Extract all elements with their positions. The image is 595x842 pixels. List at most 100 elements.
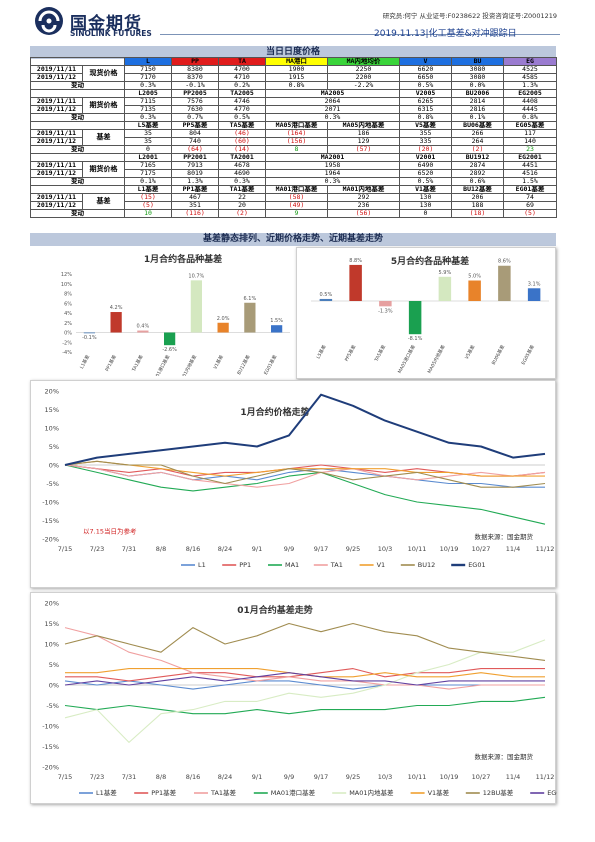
y-tick-label: -2% bbox=[62, 340, 72, 346]
table-change-row: 变动 0.3% 0.7% 0.5% 0.3% 0.8% 0.1% 0.8% bbox=[30, 113, 557, 122]
table-value: 355 bbox=[399, 129, 452, 138]
column-header: MA2001 bbox=[265, 153, 400, 162]
column-header: EG01基差 bbox=[503, 185, 557, 194]
table-value: 35 bbox=[124, 137, 172, 146]
table-value: 6490 bbox=[399, 161, 452, 170]
change-value: 10 bbox=[124, 209, 172, 218]
row-date: 2019/11/12 bbox=[30, 137, 83, 146]
table-value: 7913 bbox=[171, 161, 219, 170]
x-tick-label: 9/25 bbox=[346, 545, 361, 553]
x-tick-label: 10/19 bbox=[440, 545, 459, 553]
data-source-note: 数据来源：国金期货 bbox=[475, 752, 534, 761]
table-value: 4690 bbox=[218, 169, 266, 178]
y-tick-label: 20% bbox=[45, 600, 59, 608]
chart-jan-price-trend: 20% 15% 10% 5% 0% -5% -10% -15% -20%7/15 7/23 7/31… bbox=[42, 388, 554, 570]
y-tick-label: 15% bbox=[45, 406, 59, 414]
table-value: 22 bbox=[218, 193, 266, 202]
table-value: 74 bbox=[503, 193, 557, 202]
chart-annotation: 以7.15当日为参考 bbox=[83, 526, 137, 535]
table-value: 7165 bbox=[124, 161, 172, 170]
change-value: -0.1% bbox=[171, 81, 219, 90]
column-header: BU bbox=[451, 57, 504, 66]
legend-label: PP1 bbox=[239, 561, 251, 569]
row-date: 2019/11/11 bbox=[30, 97, 83, 106]
series-line bbox=[64, 464, 546, 525]
x-tick-label: 9/17 bbox=[314, 773, 329, 781]
table-value: 2200 bbox=[327, 73, 400, 82]
table-value: 7150 bbox=[124, 65, 172, 74]
x-tick-label: 10/11 bbox=[408, 773, 427, 781]
column-header: PP2005 bbox=[171, 89, 219, 98]
y-tick-label: 10% bbox=[61, 282, 72, 288]
table-value: (15) bbox=[124, 193, 172, 202]
column-header: V2005 bbox=[399, 89, 452, 98]
x-tick-label: 9/25 bbox=[346, 773, 361, 781]
x-category-label: V1基差 bbox=[212, 353, 226, 370]
x-tick-label: 11/4 bbox=[506, 545, 521, 553]
table-value: 35 bbox=[124, 129, 172, 138]
table-value: 7115 bbox=[124, 97, 172, 106]
x-category-label: MA05内地基差 bbox=[426, 343, 447, 374]
change-value: 0.5% bbox=[399, 81, 452, 90]
column-header: MA港口 bbox=[265, 57, 328, 66]
table-value: 7170 bbox=[124, 73, 172, 82]
column-header: MA01内地基差 bbox=[327, 185, 400, 194]
page-header: 国金期货 SINOLINK FUTURES 研究员:何宁 从业证号:F02386… bbox=[0, 0, 595, 44]
column-header: V bbox=[399, 57, 452, 66]
x-tick-label: 10/3 bbox=[378, 545, 393, 553]
table-value: 1958 bbox=[265, 161, 400, 170]
table-value: 130 bbox=[399, 201, 452, 210]
table-value: 2064 bbox=[265, 97, 400, 106]
table-value: 8019 bbox=[171, 169, 219, 178]
table-value: 6315 bbox=[399, 105, 452, 114]
chart-jan-basis-trend-panel: 20% 15% 10% 5% 0% -5% -10% -15% -20% 7/15 7/23 7/31… bbox=[30, 592, 578, 804]
x-tick-label: 9/17 bbox=[314, 545, 329, 553]
x-category-label: MA05港口基差 bbox=[396, 343, 417, 374]
y-tick-label: -10% bbox=[42, 723, 59, 731]
bar-value-label: 6.1% bbox=[244, 296, 257, 302]
x-tick-label: 7/23 bbox=[90, 545, 105, 553]
column-header: PP1基差 bbox=[171, 185, 219, 194]
chart-may-basis-panel: 5月合约各品种基差 0.5% L5基差 8.8% PP5基差 -1.3% TA5基差 -8.1… bbox=[296, 247, 556, 379]
change-value: (64) bbox=[171, 145, 219, 154]
table-value: 186 bbox=[327, 129, 400, 138]
column-header: MA05港口基差 bbox=[265, 121, 328, 130]
data-source-note: 数据来源：国金期货 bbox=[475, 532, 534, 541]
column-header: L1基差 bbox=[124, 185, 172, 194]
change-value: 0.6% bbox=[451, 177, 504, 186]
column-header: TA2005 bbox=[218, 89, 266, 98]
table-value: 129 bbox=[327, 137, 400, 146]
x-tick-label: 9/1 bbox=[252, 545, 262, 553]
table-corner-cell bbox=[30, 153, 125, 162]
table-value: 4700 bbox=[218, 65, 266, 74]
y-tick-label: 0% bbox=[64, 331, 72, 337]
bar bbox=[438, 276, 452, 301]
change-value: (57) bbox=[327, 145, 400, 154]
row-date: 2019/11/12 bbox=[30, 201, 83, 210]
section-title-basis-charts: 基差静态排列、近期价格走势、近期基差走势 bbox=[30, 233, 556, 246]
chart-title: 1月合约各品种基差 bbox=[144, 253, 222, 265]
change-value: (5) bbox=[503, 209, 557, 218]
daily-price-table: L PP TA MA港口 MA内地均价 V BU EG 2019/11/11 现货价格 7150 83… bbox=[30, 57, 557, 218]
table-value: 117 bbox=[503, 129, 557, 138]
x-tick-label: 11/12 bbox=[536, 773, 555, 781]
table-value: 4408 bbox=[503, 97, 557, 106]
column-header: TA5基差 bbox=[218, 121, 266, 130]
y-tick-label: 10% bbox=[45, 641, 59, 649]
bar bbox=[349, 264, 362, 301]
legend-label: V1基差 bbox=[428, 788, 450, 797]
column-header: BU1912 bbox=[451, 153, 504, 162]
series-line bbox=[64, 460, 545, 477]
table-value: 188 bbox=[451, 201, 504, 210]
column-header: TA1基差 bbox=[218, 185, 266, 194]
change-value: 0.3% bbox=[218, 177, 266, 186]
column-header: PP5基差 bbox=[171, 121, 219, 130]
bar bbox=[83, 332, 95, 334]
series-line bbox=[64, 639, 546, 743]
table-header-row: L2005 PP2005 TA2005 MA2005 V2005 BU2006 EG2005 bbox=[30, 89, 557, 98]
x-tick-label: 8/16 bbox=[186, 773, 201, 781]
bar-value-label: 2.0% bbox=[217, 316, 230, 322]
bar-value-label: 0.4% bbox=[137, 324, 150, 330]
change-value: 0.3% bbox=[124, 81, 172, 90]
change-value: 0.5% bbox=[399, 177, 452, 186]
